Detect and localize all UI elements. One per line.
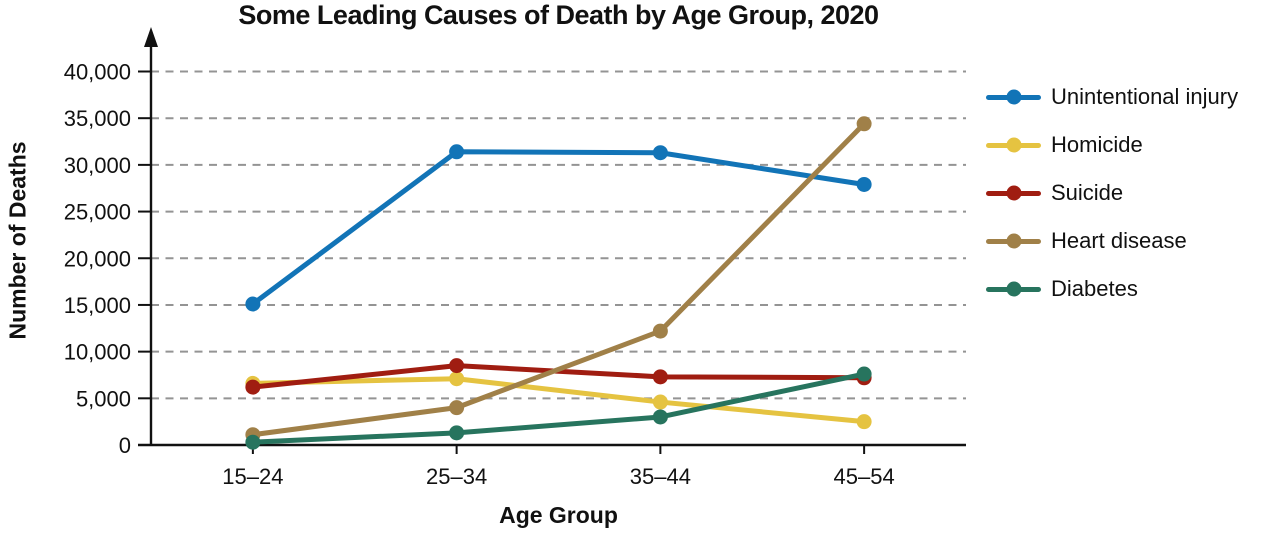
legend-label: Heart disease — [1051, 228, 1187, 253]
legend-dot-icon — [1006, 89, 1021, 105]
series-line — [250, 371, 867, 445]
legend-line-marker-icon — [986, 185, 1041, 201]
legend-dot-icon — [1006, 233, 1021, 249]
data-point-marker — [856, 116, 872, 132]
data-point-marker — [652, 369, 668, 385]
y-tick-label: 25,000 — [64, 200, 131, 225]
legend-label: Suicide — [1051, 180, 1124, 205]
y-axis-arrow-icon — [144, 27, 158, 47]
legend-label: Unintentional injury — [1051, 84, 1239, 109]
series-line — [250, 376, 867, 425]
legend-dot-icon — [1006, 137, 1021, 153]
legend-item: Suicide — [986, 179, 1238, 207]
chart-title: Some Leading Causes of Death by Age Grou… — [238, 0, 879, 30]
legend-item: Unintentional injury — [986, 83, 1238, 111]
x-axis-title: Age Group — [499, 502, 618, 528]
data-point-marker — [856, 366, 872, 382]
legend-label: Homicide — [1051, 132, 1143, 157]
y-tick-label: 30,000 — [64, 153, 131, 178]
legend-item: Heart disease — [986, 227, 1238, 255]
data-point-marker — [449, 144, 465, 160]
data-point-marker — [652, 145, 668, 161]
legend-item: Homicide — [986, 131, 1238, 159]
x-tick-label: 25–34 — [426, 464, 487, 489]
data-point-marker — [449, 400, 465, 416]
data-point-marker — [856, 176, 872, 192]
legend-dot-icon — [1006, 281, 1021, 297]
data-point-marker — [449, 371, 465, 387]
y-tick-label: 20,000 — [64, 246, 131, 271]
legend-line-marker-icon — [986, 233, 1041, 249]
legend-dot-icon — [1006, 185, 1021, 201]
y-tick-label: 0 — [119, 433, 131, 458]
legend-line-marker-icon — [986, 137, 1041, 153]
series-line — [250, 121, 867, 438]
x-tick-label: 45–54 — [834, 464, 895, 489]
data-point-marker — [652, 394, 668, 410]
data-point-marker — [245, 296, 261, 312]
legend-line-marker-icon — [986, 89, 1041, 105]
data-point-marker — [856, 414, 872, 430]
data-point-marker — [652, 323, 668, 339]
legend-line-marker-icon — [986, 281, 1041, 297]
y-tick-label: 35,000 — [64, 106, 131, 131]
data-point-marker — [245, 434, 261, 450]
y-tick-label: 15,000 — [64, 293, 131, 318]
data-point-marker — [245, 379, 261, 395]
legend-label: Diabetes — [1051, 276, 1138, 301]
data-point-marker — [652, 409, 668, 425]
y-tick-label: 10,000 — [64, 340, 131, 365]
data-point-marker — [449, 425, 465, 441]
legend-item: Diabetes — [986, 275, 1238, 303]
x-tick-label: 15–24 — [222, 464, 283, 489]
data-point-marker — [449, 358, 465, 374]
x-tick-label: 35–44 — [630, 464, 691, 489]
series-line — [250, 149, 867, 307]
y-tick-label: 5,000 — [76, 386, 131, 411]
y-tick-label: 40,000 — [64, 60, 131, 85]
legend: Unintentional injury Homicide Suicide Heart… — [986, 83, 1238, 323]
